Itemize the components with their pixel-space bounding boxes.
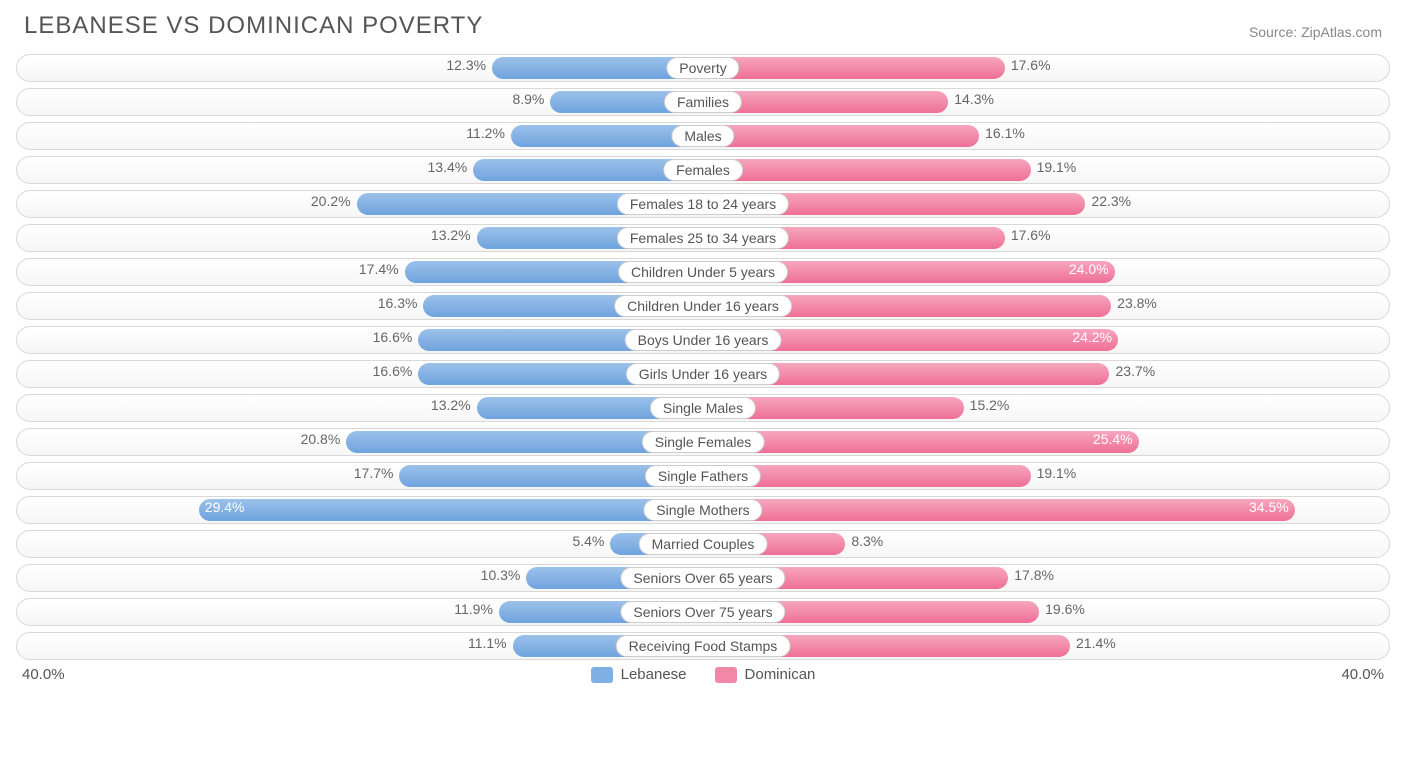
axis-right-max: 40.0% [1341,666,1384,683]
chart-row: 16.6% 23.7% Girls Under 16 years [16,360,1390,388]
chart-header: LEBANESE VS DOMINICAN POVERTY Source: Zi… [16,12,1390,40]
category-label: Children Under 16 years [614,295,792,317]
chart-row: 16.6% 24.2% Boys Under 16 years [16,326,1390,354]
value-lebanese: 20.8% [301,431,347,447]
value-dominican: 14.3% [948,91,994,107]
value-lebanese: 29.4% [205,499,245,515]
value-lebanese: 13.4% [428,159,474,175]
value-dominican: 19.1% [1031,159,1077,175]
category-label: Single Fathers [645,465,761,487]
bar-lebanese: 29.4% [199,499,703,521]
value-dominican: 19.6% [1039,601,1085,617]
value-dominican: 23.7% [1109,363,1155,379]
chart-row: 17.4% 24.0% Children Under 5 years [16,258,1390,286]
diverging-bar-chart: 12.3%17.6%Poverty8.9%14.3%Families11.2%1… [16,54,1390,660]
category-label: Families [664,91,742,113]
value-dominican: 22.3% [1085,193,1131,209]
value-dominican: 24.0% [1069,261,1109,277]
value-dominican: 34.5% [1249,499,1289,515]
chart-row: 20.2% 22.3% Females 18 to 24 years [16,190,1390,218]
value-lebanese: 11.9% [454,601,499,617]
value-dominican: 21.4% [1070,635,1116,651]
chart-row: 11.1% 21.4% Receiving Food Stamps [16,632,1390,660]
category-label: Girls Under 16 years [626,363,780,385]
bar-dominican: 19.1% [703,159,1031,181]
legend-item-dominican: Dominican [715,666,816,683]
chart-title: LEBANESE VS DOMINICAN POVERTY [24,12,483,40]
value-lebanese: 12.3% [446,57,492,73]
value-lebanese: 13.2% [431,397,477,413]
value-dominican: 17.8% [1008,567,1054,583]
chart-source: Source: ZipAtlas.com [1249,24,1382,40]
value-lebanese: 13.2% [431,227,477,243]
value-lebanese: 17.7% [354,465,400,481]
chart-row: 13.2% 15.2% Single Males [16,394,1390,422]
category-label: Females 25 to 34 years [617,227,789,249]
chart-row: 29.4% 34.5% Single Mothers [16,496,1390,524]
category-label: Females 18 to 24 years [617,193,789,215]
chart-row: 8.9% 14.3% Families [16,88,1390,116]
legend-label-dominican: Dominican [745,666,816,683]
chart-footer: 40.0% Lebanese Dominican 40.0% [16,666,1390,683]
value-dominican: 16.1% [979,125,1025,141]
chart-row: 12.3%17.6%Poverty [16,54,1390,82]
bar-dominican: 34.5% [703,499,1295,521]
category-label: Single Females [642,431,765,453]
chart-row: 16.3% 23.8% Children Under 16 years [16,292,1390,320]
category-label: Married Couples [639,533,768,555]
chart-row: 17.7% 19.1% Single Fathers [16,462,1390,490]
value-lebanese: 16.6% [373,329,419,345]
legend-swatch-dominican [715,667,737,683]
legend: Lebanese Dominican [591,666,816,683]
chart-row: 20.8% 25.4% Single Females [16,428,1390,456]
value-lebanese: 5.4% [572,533,610,549]
axis-left-max: 40.0% [22,666,65,683]
category-label: Poverty [666,57,739,79]
bar-dominican: 25.4% [703,431,1139,453]
value-dominican: 17.6% [1005,57,1051,73]
value-lebanese: 20.2% [311,193,357,209]
bar-dominican: 16.1% [703,125,979,147]
category-label: Males [671,125,734,147]
value-dominican: 17.6% [1005,227,1051,243]
category-label: Single Males [650,397,756,419]
value-lebanese: 16.3% [378,295,424,311]
value-lebanese: 8.9% [512,91,550,107]
value-dominican: 25.4% [1093,431,1133,447]
value-dominican: 15.2% [964,397,1010,413]
chart-row: 5.4% 8.3% Married Couples [16,530,1390,558]
value-lebanese: 10.3% [481,567,527,583]
value-lebanese: 17.4% [359,261,405,277]
chart-row: 13.4%19.1%Females [16,156,1390,184]
category-label: Females [663,159,743,181]
legend-label-lebanese: Lebanese [621,666,687,683]
chart-row: 10.3% 17.8% Seniors Over 65 years [16,564,1390,592]
value-dominican: 8.3% [845,533,883,549]
chart-row: 13.2% 17.6% Females 25 to 34 years [16,224,1390,252]
value-dominican: 19.1% [1031,465,1077,481]
value-lebanese: 16.6% [373,363,419,379]
chart-row: 11.9% 19.6% Seniors Over 75 years [16,598,1390,626]
category-label: Receiving Food Stamps [616,635,791,657]
bar-dominican: 17.6% [703,57,1005,79]
category-label: Boys Under 16 years [625,329,782,351]
value-lebanese: 11.2% [466,125,511,141]
legend-swatch-lebanese [591,667,613,683]
category-label: Seniors Over 75 years [620,601,785,623]
legend-item-lebanese: Lebanese [591,666,687,683]
category-label: Single Mothers [643,499,762,521]
value-lebanese: 11.1% [468,635,513,651]
chart-row: 11.2%16.1%Males [16,122,1390,150]
category-label: Children Under 5 years [618,261,788,283]
value-dominican: 24.2% [1072,329,1112,345]
value-dominican: 23.8% [1111,295,1157,311]
category-label: Seniors Over 65 years [620,567,785,589]
